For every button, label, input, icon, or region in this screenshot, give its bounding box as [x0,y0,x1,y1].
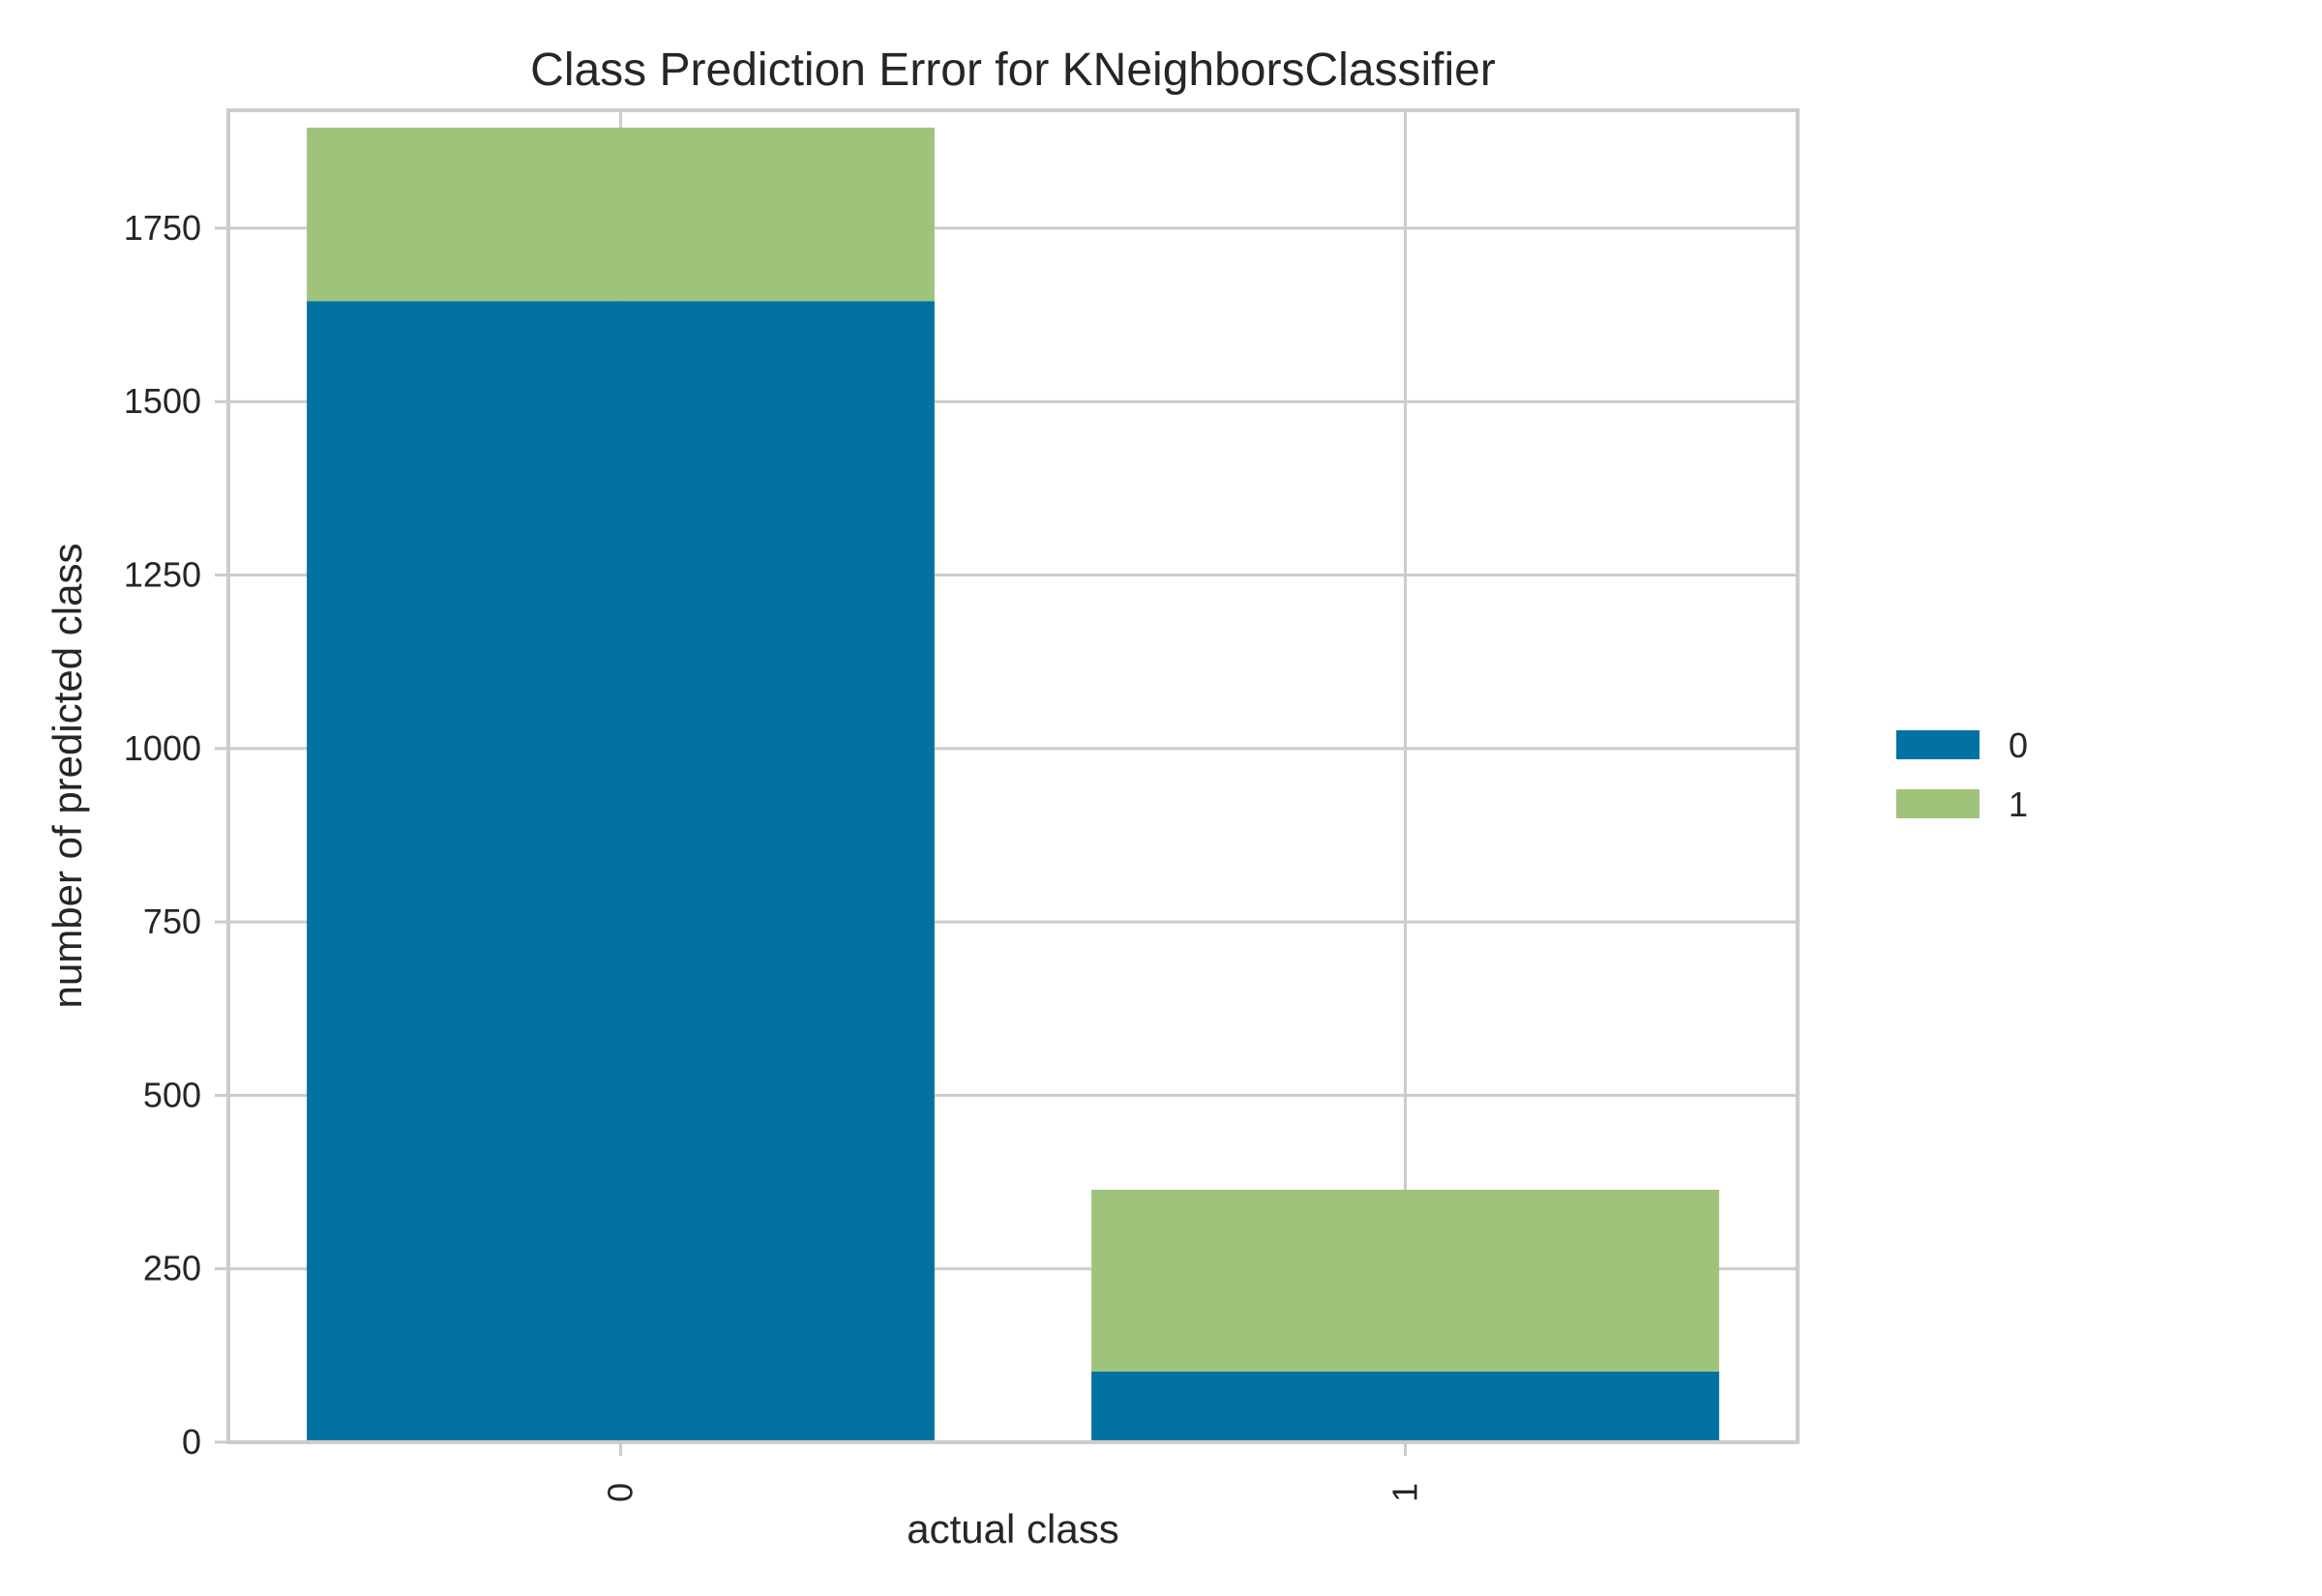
bar-class-1-predicted-1 [1091,1189,1719,1372]
legend-label-0: 0 [2009,725,2028,765]
y-tick-label: 250 [143,1249,201,1288]
x-tick-label: 0 [601,1483,640,1502]
legend: 0 1 [1896,725,2028,824]
y-tick-label: 1250 [124,555,201,595]
legend-swatch-0 [1896,730,1980,759]
y-tick-label: 750 [143,901,201,941]
y-tick-label: 1750 [124,208,201,248]
bar-class-0-predicted-1 [307,127,935,302]
x-tick-label: 1 [1385,1483,1425,1502]
ticks-layer: 0 250 500 750 1000 1250 1500 1750 0 1 [124,208,1425,1502]
bars-layer [307,127,1719,1442]
y-axis-title: number of predicted class [45,544,90,1009]
legend-label-1: 1 [2009,784,2028,824]
bar-class-1-predicted-0 [1091,1371,1719,1442]
chart-title: Class Prediction Error for KNeighborsCla… [530,44,1496,96]
plot-frame [226,108,1800,1444]
y-tick-label: 1500 [124,381,201,421]
y-tick-label: 1000 [124,728,201,768]
y-tick-label: 500 [143,1075,201,1114]
legend-swatch-1 [1896,789,1980,818]
x-axis-title: actual class [907,1506,1118,1552]
y-tick-label: 0 [182,1422,201,1462]
bar-class-0-predicted-0 [307,301,935,1442]
